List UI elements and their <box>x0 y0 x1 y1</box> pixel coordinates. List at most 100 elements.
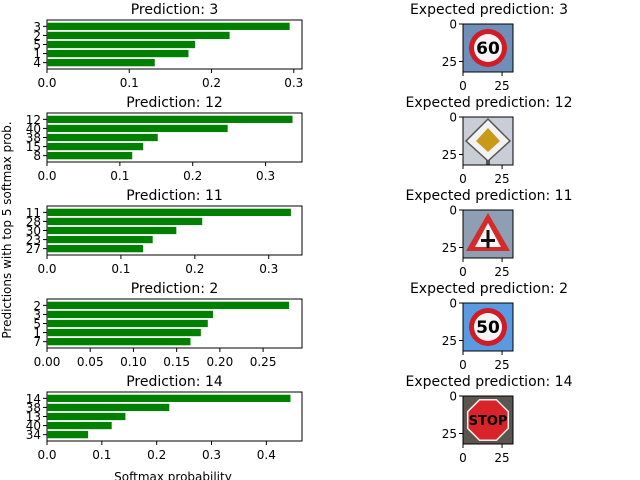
chart-title: Prediction: 14 <box>126 374 223 390</box>
bar <box>47 133 158 142</box>
sign-image: 50 <box>463 303 513 351</box>
image-title: Expected prediction: 2 <box>410 281 568 297</box>
bar <box>47 394 291 402</box>
image-y-tick-label: 25 <box>442 241 457 255</box>
sign-face <box>476 128 500 152</box>
bar <box>47 421 112 430</box>
x-tick-label: 0.0 <box>37 76 56 90</box>
bar <box>47 412 126 421</box>
x-tick-label: 0.3 <box>284 76 303 90</box>
x-tick-label: 0.0 <box>37 262 56 276</box>
image-y-tick-label: 0 <box>449 297 457 311</box>
bar <box>47 328 201 337</box>
x-tick-label: 0.10 <box>120 355 147 369</box>
x-tick-label: 0.4 <box>257 448 276 462</box>
bar <box>47 59 155 67</box>
image-y-tick-label: 25 <box>442 334 457 348</box>
y-tick-label: 8 <box>33 149 41 163</box>
sign-text: STOP <box>469 414 508 429</box>
x-tick-label: 0.15 <box>163 355 190 369</box>
x-tick-label: 0.3 <box>202 448 221 462</box>
x-tick-label: 0.3 <box>256 169 275 183</box>
bar <box>47 338 191 346</box>
y-tick-label: 7 <box>33 335 41 349</box>
y-tick-label: 38 <box>26 131 41 145</box>
bar <box>47 124 228 133</box>
y-tick-label: 13 <box>26 410 41 424</box>
image-frame <box>462 395 514 445</box>
image-y-tick-label: 0 <box>449 390 457 404</box>
image-x-tick-label: 25 <box>494 358 509 372</box>
y-tick-label: 3 <box>33 20 41 34</box>
sign-image <box>463 210 513 258</box>
x-tick-label: 0.05 <box>77 355 104 369</box>
image-x-tick-label: 0 <box>459 172 467 186</box>
y-tick-label: 15 <box>26 140 41 154</box>
x-tick-label: 0.1 <box>120 76 139 90</box>
image-frame <box>462 23 514 73</box>
y-tick-label: 3 <box>33 308 41 322</box>
chart-title: Prediction: 2 <box>131 281 219 297</box>
y-tick-label: 28 <box>26 215 41 229</box>
y-tick-label: 34 <box>26 428 41 442</box>
y-tick-label: 5 <box>33 317 41 331</box>
x-tick-label: 0.25 <box>250 355 277 369</box>
y-tick-label: 2 <box>33 29 41 43</box>
image-x-tick-label: 25 <box>494 451 509 465</box>
image-y-tick-label: 25 <box>442 55 457 69</box>
bar <box>47 40 196 49</box>
image-x-tick-label: 25 <box>494 265 509 279</box>
x-tick-label: 0.0 <box>37 169 56 183</box>
image-x-tick-label: 0 <box>459 265 467 279</box>
y-tick-label: 1 <box>33 326 41 340</box>
sign-image: 60 <box>463 24 513 72</box>
x-tick-label: 0.0 <box>37 448 56 462</box>
image-y-tick-label: 0 <box>449 111 457 125</box>
x-tick-label: 0.2 <box>185 262 204 276</box>
y-tick-label: 11 <box>26 206 41 220</box>
bar <box>47 152 133 160</box>
bar <box>47 245 144 253</box>
x-tick-label: 0.2 <box>183 169 202 183</box>
chart-title: Prediction: 3 <box>131 2 219 18</box>
sign-image <box>463 117 513 165</box>
bar <box>47 22 290 30</box>
image-title: Expected prediction: 3 <box>410 2 568 18</box>
bar <box>47 301 290 309</box>
y-tick-label: 4 <box>33 56 41 70</box>
image-x-tick-label: 0 <box>459 451 467 465</box>
image-frame <box>462 209 514 259</box>
bar <box>47 142 144 151</box>
sign-face <box>466 398 510 442</box>
image-y-tick-label: 25 <box>442 427 457 441</box>
figure-xlabel: Softmax probability <box>114 470 232 480</box>
image-frame <box>462 116 514 166</box>
image-x-tick-label: 25 <box>494 172 509 186</box>
y-tick-label: 1 <box>33 47 41 61</box>
figure-ylabel: Predictions with top 5 softmax prob. <box>0 121 14 338</box>
sign-face <box>474 34 502 62</box>
bar <box>47 115 293 123</box>
y-tick-label: 23 <box>26 233 41 247</box>
bar <box>47 217 203 226</box>
image-x-tick-label: 25 <box>494 79 509 93</box>
y-tick-label: 38 <box>26 401 41 415</box>
y-tick-label: 2 <box>33 299 41 313</box>
y-tick-label: 14 <box>26 392 41 406</box>
y-tick-label: 40 <box>26 122 41 136</box>
bar <box>47 310 213 319</box>
image-y-tick-label: 25 <box>442 148 457 162</box>
x-tick-label: 0.2 <box>147 448 166 462</box>
x-tick-label: 0.20 <box>207 355 234 369</box>
x-tick-label: 0.1 <box>111 262 130 276</box>
sign-text: 60 <box>476 39 500 59</box>
bar <box>47 49 189 58</box>
image-y-tick-label: 0 <box>449 18 457 32</box>
bar <box>47 431 89 439</box>
